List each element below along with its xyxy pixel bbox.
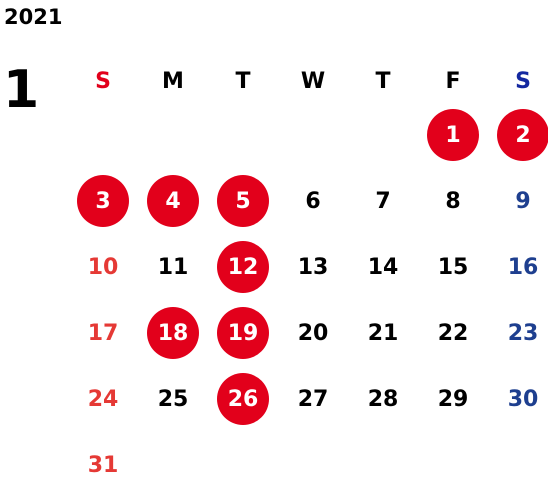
calendar-month: 1 [3, 60, 40, 120]
day-cell[interactable]: 4 [138, 168, 208, 234]
day-cell[interactable]: 9 [488, 168, 548, 234]
day-number: 8 [445, 188, 461, 214]
day-number: 7 [375, 188, 391, 214]
highlighted-day: 2 [497, 109, 548, 161]
week-row: 31 [68, 432, 548, 498]
day-cell[interactable]: 17 [68, 300, 138, 366]
day-number: 14 [367, 254, 399, 280]
day-number: 11 [157, 254, 189, 280]
day-cell[interactable]: 20 [278, 300, 348, 366]
highlighted-day: 4 [147, 175, 199, 227]
weekday-label-tue: T [235, 68, 251, 94]
week-row: 17 18 19 20 21 22 23 [68, 300, 548, 366]
weekday-label-thu: T [375, 68, 391, 94]
weekday-label-fri: F [445, 68, 461, 94]
day-number: 24 [87, 386, 119, 412]
day-cell[interactable]: 16 [488, 234, 548, 300]
day-number: 17 [87, 320, 119, 346]
week-row: 10 11 12 13 14 15 16 [68, 234, 548, 300]
day-cell[interactable]: 22 [418, 300, 488, 366]
day-cell[interactable]: 1 [418, 102, 488, 168]
day-number: 29 [437, 386, 469, 412]
weekday-label-sat: S [515, 68, 531, 94]
day-cell[interactable]: 27 [278, 366, 348, 432]
day-cell[interactable]: 8 [418, 168, 488, 234]
day-number: 9 [515, 188, 531, 214]
day-cell[interactable]: 7 [348, 168, 418, 234]
day-number: 15 [437, 254, 469, 280]
day-number: 13 [297, 254, 329, 280]
highlighted-day: 1 [427, 109, 479, 161]
day-cell[interactable]: 12 [208, 234, 278, 300]
weekday-label-wed: W [300, 68, 326, 94]
day-cell[interactable]: 14 [348, 234, 418, 300]
day-number: 10 [87, 254, 119, 280]
day-cell[interactable]: 15 [418, 234, 488, 300]
day-cell[interactable]: 11 [138, 234, 208, 300]
day-cell[interactable]: 10 [68, 234, 138, 300]
day-cell[interactable]: 30 [488, 366, 548, 432]
day-cell[interactable]: 2 [488, 102, 548, 168]
highlighted-day: 5 [217, 175, 269, 227]
day-number: 16 [507, 254, 539, 280]
day-number: 22 [437, 320, 469, 346]
weekday-label-sun: S [95, 68, 111, 94]
day-cell[interactable]: 6 [278, 168, 348, 234]
day-number: 6 [305, 188, 321, 214]
day-cell[interactable]: 3 [68, 168, 138, 234]
highlighted-day: 12 [217, 241, 269, 293]
highlighted-day: 26 [217, 373, 269, 425]
day-cell[interactable]: 24 [68, 366, 138, 432]
day-cell[interactable]: 19 [208, 300, 278, 366]
day-number: 21 [367, 320, 399, 346]
day-cell[interactable]: 21 [348, 300, 418, 366]
day-number: 23 [507, 320, 539, 346]
day-cell[interactable]: 29 [418, 366, 488, 432]
day-cell[interactable]: 31 [68, 432, 138, 498]
day-cell[interactable]: 23 [488, 300, 548, 366]
day-number: 31 [87, 452, 119, 478]
highlighted-day: 3 [77, 175, 129, 227]
day-cell[interactable]: 28 [348, 366, 418, 432]
day-number: 28 [367, 386, 399, 412]
day-number: 27 [297, 386, 329, 412]
day-number: 25 [157, 386, 189, 412]
weekday-label-mon: M [162, 68, 184, 94]
day-cell[interactable]: 26 [208, 366, 278, 432]
highlighted-day: 18 [147, 307, 199, 359]
day-cell[interactable]: 13 [278, 234, 348, 300]
day-number: 30 [507, 386, 539, 412]
week-row: 24 25 26 27 28 29 30 [68, 366, 548, 432]
highlighted-day: 19 [217, 307, 269, 359]
day-cell[interactable]: 25 [138, 366, 208, 432]
calendar-year: 2021 [4, 5, 63, 29]
day-cell[interactable]: 5 [208, 168, 278, 234]
day-cell[interactable]: 18 [138, 300, 208, 366]
day-number: 20 [297, 320, 329, 346]
